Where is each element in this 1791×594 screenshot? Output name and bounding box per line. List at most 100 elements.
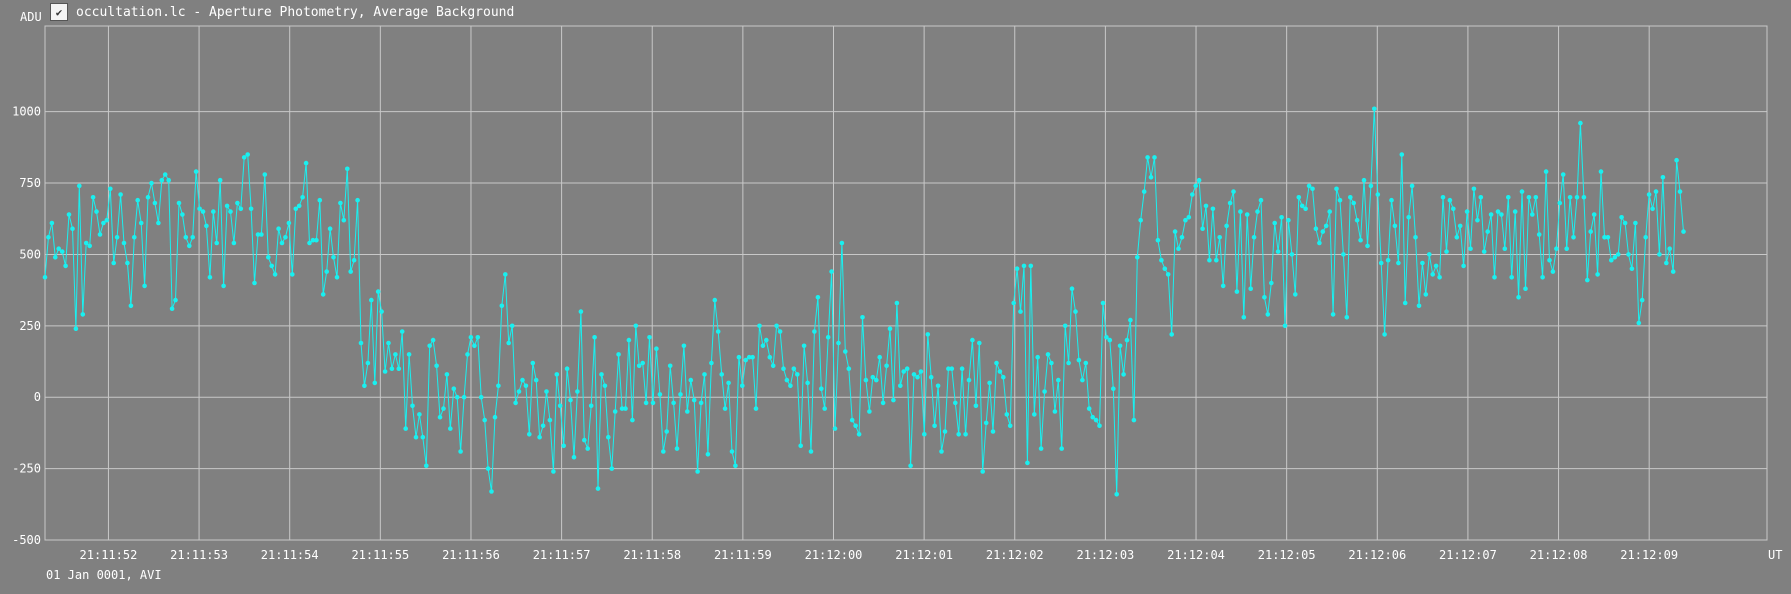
x-axis-unit-label: UT: [1768, 548, 1782, 562]
y-axis-unit-label: ADU: [20, 10, 42, 24]
data-point: [1402, 300, 1408, 306]
window-title: occultation.lc - Aperture Photometry, Av…: [76, 4, 515, 20]
data-point: [801, 343, 807, 349]
data-point: [846, 366, 852, 372]
data-point: [1111, 386, 1116, 392]
data-point: [722, 406, 728, 411]
data-point: [355, 197, 360, 203]
data-point: [715, 329, 721, 334]
data-point: [406, 352, 412, 357]
data-point: [1451, 206, 1456, 212]
data-point: [46, 235, 51, 240]
y-tick-label: -250: [12, 462, 41, 476]
data-point: [733, 463, 738, 469]
data-point: [1217, 235, 1222, 240]
data-point: [1183, 217, 1188, 223]
data-point: [616, 352, 621, 357]
data-point: [750, 354, 755, 360]
data-point: [1289, 252, 1295, 257]
x-tick-label: 21:12:05: [1258, 548, 1316, 562]
data-point: [42, 275, 48, 280]
data-point: [808, 449, 814, 454]
data-point: [619, 406, 625, 411]
data-point: [187, 243, 192, 249]
data-point: [63, 263, 68, 269]
y-tick-label: 0: [34, 390, 41, 404]
data-point: [149, 180, 154, 186]
data-point: [73, 326, 79, 332]
data-point: [1176, 246, 1181, 251]
data-point: [272, 272, 278, 277]
data-point: [259, 232, 264, 237]
data-point: [125, 260, 130, 266]
data-point: [1636, 320, 1642, 326]
data-point: [1571, 235, 1576, 240]
data-point: [1585, 277, 1590, 283]
data-point: [492, 414, 498, 420]
data-point: [420, 434, 426, 440]
data-point: [108, 186, 113, 192]
data-point: [602, 383, 608, 389]
data-point: [1454, 235, 1460, 240]
data-point: [970, 337, 975, 343]
data-point: [162, 172, 168, 177]
data-point: [1399, 152, 1405, 157]
x-tick-label: 21:12:02: [986, 548, 1044, 562]
data-point: [568, 397, 573, 403]
data-point: [1238, 209, 1243, 214]
data-point: [935, 383, 941, 389]
data-point: [235, 200, 240, 206]
data-point: [413, 434, 419, 440]
data-point: [496, 383, 501, 389]
data-point: [1196, 177, 1202, 183]
data-point: [685, 409, 690, 414]
data-point: [1495, 209, 1501, 214]
data-point: [1506, 195, 1511, 200]
data-point: [424, 463, 429, 469]
data-point: [1207, 257, 1212, 263]
data-point: [884, 363, 889, 369]
data-point: [643, 400, 649, 406]
data-point: [104, 217, 110, 223]
data-point: [836, 340, 841, 346]
data-point: [454, 394, 460, 400]
data-point: [83, 240, 89, 246]
data-point: [977, 340, 982, 346]
series-line: [44, 108, 1684, 495]
data-point: [1275, 249, 1281, 254]
x-tick-label: 21:12:09: [1620, 548, 1678, 562]
data-point: [939, 449, 944, 454]
data-point: [681, 343, 687, 349]
data-point: [1190, 192, 1195, 197]
y-tick-label: 750: [19, 176, 41, 190]
data-point: [458, 449, 463, 454]
data-point: [1396, 260, 1401, 266]
data-point: [1361, 177, 1367, 183]
data-point: [891, 397, 896, 403]
data-point: [338, 200, 343, 206]
data-point: [386, 340, 391, 346]
data-point: [468, 335, 474, 340]
data-point: [1372, 106, 1377, 112]
data-point: [1107, 337, 1113, 343]
plot-frame: [44, 25, 1768, 541]
data-point: [135, 197, 140, 203]
data-point: [1564, 246, 1569, 251]
data-point: [767, 354, 773, 360]
footer-info: 01 Jan 0001, AVI: [46, 568, 162, 582]
data-point: [1169, 332, 1174, 337]
data-point: [705, 452, 711, 457]
data-point: [753, 406, 759, 411]
x-tick-label: 21:12:08: [1530, 548, 1588, 562]
data-point: [1464, 209, 1470, 214]
lightcurve-app-icon[interactable]: ✔: [50, 3, 68, 21]
data-point: [1220, 283, 1226, 289]
data-point: [901, 369, 906, 374]
data-point: [1255, 209, 1260, 214]
data-point: [396, 366, 402, 372]
data-point: [551, 469, 556, 474]
data-point: [729, 449, 735, 454]
data-point: [932, 423, 937, 429]
data-point: [887, 326, 893, 332]
data-point: [1025, 460, 1030, 466]
